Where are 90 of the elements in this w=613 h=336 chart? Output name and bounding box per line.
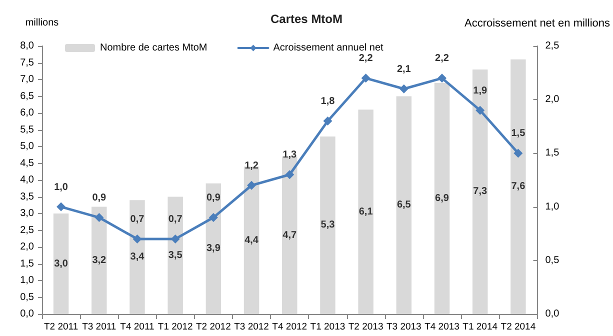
x-tick-label: T1 2014 bbox=[462, 322, 498, 332]
bar bbox=[53, 214, 69, 314]
point bbox=[361, 74, 370, 83]
bar bbox=[358, 110, 374, 314]
point bbox=[132, 234, 142, 244]
y-tick-label: 2,0 bbox=[20, 242, 34, 252]
point bbox=[285, 170, 294, 180]
y-tick-label: 0,0 bbox=[20, 308, 34, 320]
data-label: 0,7 bbox=[130, 214, 145, 225]
data-label: 5,3 bbox=[320, 220, 336, 231]
data-label: 6,5 bbox=[396, 200, 412, 211]
y-tick-label: 0,5 bbox=[20, 292, 34, 303]
y-tick-label: 5,0 bbox=[20, 141, 34, 152]
point bbox=[438, 74, 447, 83]
data-label: 3,0 bbox=[54, 258, 68, 270]
bar bbox=[92, 206, 107, 314]
y2-tick-label: 2,5 bbox=[545, 40, 560, 52]
y-tick-label: 1,0 bbox=[20, 275, 34, 286]
bar bbox=[130, 200, 145, 314]
data-label: 4,7 bbox=[282, 230, 298, 241]
y2-tick-label: 0,0 bbox=[545, 308, 560, 320]
data-label: 7,3 bbox=[473, 186, 488, 198]
data-label: 1,3 bbox=[282, 150, 298, 161]
data-label: 3,2 bbox=[92, 254, 107, 266]
x-tick-label: T2 2012 bbox=[196, 322, 231, 332]
data-label: 1,2 bbox=[244, 160, 259, 172]
data-label: 2,1 bbox=[396, 64, 412, 75]
bar bbox=[472, 69, 488, 314]
y-tick-label: 5,5 bbox=[20, 124, 34, 136]
y2-tick-label: 0,5 bbox=[545, 254, 560, 266]
x-tick-label: T4 2013 bbox=[424, 322, 460, 332]
bar bbox=[510, 59, 526, 314]
y2-tick-label: 2,0 bbox=[545, 94, 560, 106]
y-tick-label: 2,5 bbox=[20, 224, 34, 236]
data-label: 1,9 bbox=[473, 85, 488, 96]
y-tick-label: 8,0 bbox=[20, 40, 34, 52]
data-label: 6,9 bbox=[435, 192, 450, 204]
legend-label: Acroissement annuel net bbox=[273, 42, 384, 54]
x-tick-label: T2 2011 bbox=[44, 322, 78, 332]
y-tick-label: 4,0 bbox=[20, 174, 34, 186]
y-tick-label: 3,5 bbox=[20, 191, 34, 202]
y2-tick-label: 1,5 bbox=[545, 148, 560, 159]
data-label: 1,0 bbox=[54, 182, 68, 193]
point bbox=[476, 106, 485, 115]
bar bbox=[206, 183, 222, 314]
bar bbox=[168, 196, 183, 314]
point bbox=[323, 116, 332, 126]
y2-axis-title: Accroissement net en millions bbox=[464, 18, 610, 30]
data-label: 1,8 bbox=[320, 96, 336, 108]
y-tick-label: 4,5 bbox=[20, 158, 34, 169]
data-label: 0,9 bbox=[206, 192, 221, 204]
x-tick-label: T2 2013 bbox=[348, 322, 384, 332]
y-tick-label: 6,0 bbox=[20, 108, 34, 118]
point bbox=[94, 213, 104, 222]
y-tick-label: 7,5 bbox=[20, 57, 34, 68]
x-tick-label: T3 2013 bbox=[386, 322, 422, 332]
bar bbox=[434, 82, 450, 314]
chart-title: Cartes MtoM bbox=[270, 12, 343, 26]
x-tick-label: T3 2012 bbox=[234, 322, 269, 332]
data-label: 2,2 bbox=[435, 53, 450, 64]
x-tick-label: T1 2013 bbox=[310, 322, 346, 332]
data-label: 3,5 bbox=[168, 250, 183, 261]
bar bbox=[396, 96, 412, 314]
data-label: 1,5 bbox=[511, 128, 526, 140]
y-tick-label: 6,5 bbox=[20, 90, 34, 102]
data-label: 0,7 bbox=[168, 214, 183, 225]
y-tick-label: 7,0 bbox=[20, 74, 34, 85]
x-tick-label: T2 2014 bbox=[500, 322, 536, 332]
x-tick-label: T4 2011 bbox=[120, 322, 154, 332]
point bbox=[514, 148, 523, 158]
data-label: 6,1 bbox=[358, 206, 374, 218]
y2-tick-label: 1,0 bbox=[545, 201, 560, 212]
bar bbox=[320, 136, 336, 314]
y-axis-title: millions bbox=[25, 18, 59, 28]
point bbox=[56, 202, 66, 212]
y-tick-label: 1,5 bbox=[20, 258, 34, 270]
x-tick-label: T3 2011 bbox=[82, 322, 116, 332]
y-tick-label: 3,0 bbox=[20, 208, 34, 219]
point bbox=[399, 84, 408, 94]
data-label: 4,4 bbox=[244, 234, 259, 246]
x-tick-label: T1 2012 bbox=[158, 322, 193, 332]
legend-label: Nombre de cartes MtoM bbox=[100, 42, 208, 54]
point bbox=[247, 180, 256, 190]
data-label: 7,6 bbox=[511, 181, 526, 192]
data-label: 3,4 bbox=[130, 252, 145, 263]
point bbox=[208, 213, 218, 222]
x-tick-label: T4 2012 bbox=[272, 322, 308, 332]
data-label: 3,9 bbox=[206, 243, 221, 254]
data-label: 0,9 bbox=[92, 192, 107, 204]
data-label: 2,2 bbox=[358, 53, 374, 64]
